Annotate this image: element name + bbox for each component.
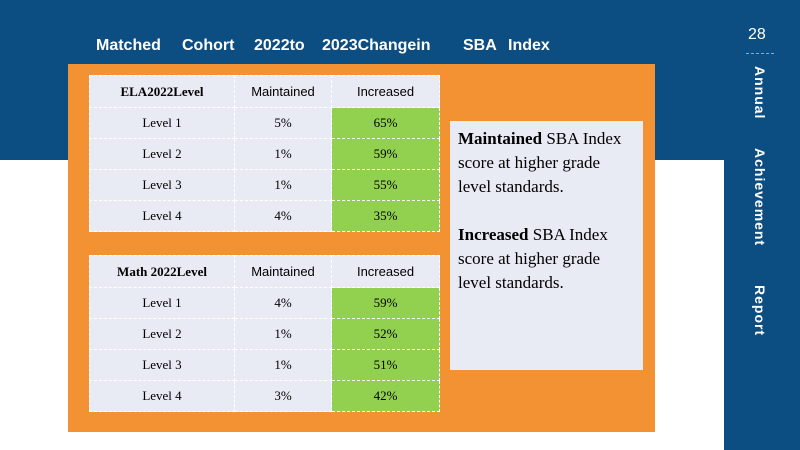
title-word: Cohort xyxy=(182,37,235,54)
math-table: Math 2022Level Maintained Increased Leve… xyxy=(89,255,440,412)
maintained-cell: 3% xyxy=(234,380,332,412)
increased-cell: 65% xyxy=(331,107,440,139)
title-word: Matched xyxy=(96,37,161,54)
table-header-row: Math 2022Level Maintained Increased xyxy=(89,255,440,288)
maintained-cell: 1% xyxy=(234,169,332,201)
level-cell: Level 1 xyxy=(89,287,235,319)
column-header: Increased xyxy=(331,75,440,108)
level-cell: Level 4 xyxy=(89,380,235,412)
level-cell: Level 3 xyxy=(89,169,235,201)
page-number: 28 xyxy=(748,26,766,43)
maintained-cell: 1% xyxy=(234,349,332,381)
ela-table: ELA2022Level Maintained Increased Level … xyxy=(89,75,440,232)
table-header-row: ELA2022Level Maintained Increased xyxy=(89,75,440,108)
increased-cell: 55% xyxy=(331,169,440,201)
column-header: Maintained xyxy=(234,75,332,108)
table-row: Level 1 4% 59% xyxy=(89,287,440,319)
table-row: Level 4 3% 42% xyxy=(89,380,440,412)
table-row: Level 2 1% 52% xyxy=(89,318,440,350)
level-cell: Level 4 xyxy=(89,200,235,232)
table-row: Level 1 5% 65% xyxy=(89,107,440,139)
maintained-cell: 4% xyxy=(234,200,332,232)
increased-cell: 59% xyxy=(331,287,440,319)
table-row: Level 3 1% 55% xyxy=(89,169,440,201)
side-band xyxy=(724,0,800,450)
level-cell: Level 2 xyxy=(89,138,235,170)
maintained-note: Maintained SBA Index score at higher gra… xyxy=(458,127,635,199)
column-header: Maintained xyxy=(234,255,332,288)
maintained-cell: 4% xyxy=(234,287,332,319)
column-header: ELA2022Level xyxy=(89,75,235,108)
increased-term: Increased xyxy=(458,225,529,244)
column-header: Increased xyxy=(331,255,440,288)
legend-note: Maintained SBA Index score at higher gra… xyxy=(450,121,643,370)
column-header: Math 2022Level xyxy=(89,255,235,288)
increased-cell: 52% xyxy=(331,318,440,350)
table-row: Level 3 1% 51% xyxy=(89,349,440,381)
divider xyxy=(746,53,774,54)
increased-cell: 51% xyxy=(331,349,440,381)
increased-cell: 42% xyxy=(331,380,440,412)
title-word: SBA xyxy=(463,37,497,54)
maintained-cell: 1% xyxy=(234,138,332,170)
maintained-cell: 5% xyxy=(234,107,332,139)
increased-cell: 35% xyxy=(331,200,440,232)
side-title: Annual Achievement Report xyxy=(752,66,768,337)
title-word: 2022to xyxy=(254,37,305,54)
maintained-cell: 1% xyxy=(234,318,332,350)
title-word: 2023Changein xyxy=(322,37,431,54)
maintained-description: SBA Index score at higher grade level st… xyxy=(458,129,622,196)
side-title-word: Annual xyxy=(752,66,768,120)
level-cell: Level 3 xyxy=(89,349,235,381)
table-row: Level 2 1% 59% xyxy=(89,138,440,170)
increased-description: SBA Index score at higher grade level st… xyxy=(458,225,608,292)
side-title-word: Report xyxy=(752,285,768,337)
level-cell: Level 1 xyxy=(89,107,235,139)
level-cell: Level 2 xyxy=(89,318,235,350)
title-word: Index xyxy=(508,37,550,54)
increased-cell: 59% xyxy=(331,138,440,170)
table-row: Level 4 4% 35% xyxy=(89,200,440,232)
side-title-word: Achievement xyxy=(752,148,768,247)
maintained-term: Maintained xyxy=(458,129,543,148)
increased-note: Increased SBA Index score at higher grad… xyxy=(458,223,635,295)
